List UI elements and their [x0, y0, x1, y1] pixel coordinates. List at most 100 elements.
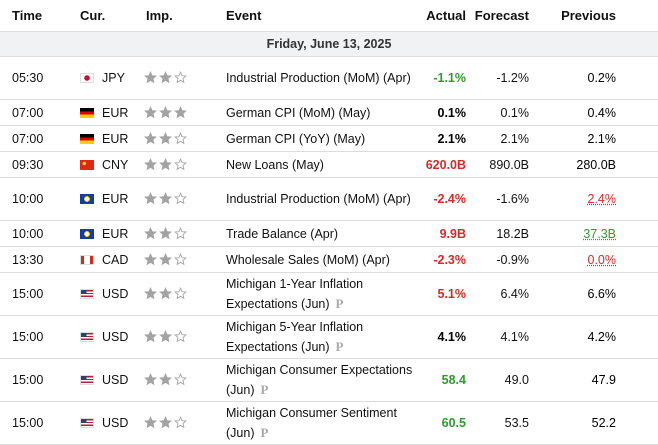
currency: JPY	[102, 71, 125, 85]
time: 15:00	[0, 401, 72, 445]
previous-cell: 4.2%	[537, 315, 622, 359]
previous: 4.2%	[587, 330, 617, 344]
currency-cell: EUR	[72, 220, 138, 247]
event-cell: Michigan 1-Year Inflation Expectations (…	[226, 272, 416, 316]
event: New Loans (May)	[226, 157, 324, 172]
actual: -2.3%	[416, 246, 470, 273]
actual: 60.5	[416, 401, 470, 445]
event-row: 10:00 EUR Trade Balance (Apr) 9.9B 18.2B 37.3…	[0, 220, 658, 247]
event-row: 13:30 CAD Wholesale Sales (MoM) (Apr) -2.3%…	[0, 246, 658, 273]
forecast: -1.2%	[470, 56, 537, 100]
previous-cell: 0.2%	[537, 56, 622, 100]
forecast: -0.9%	[470, 246, 537, 273]
event: Michigan 5-Year Inflation Expectations (…	[226, 320, 364, 354]
previous: 2.4%	[587, 192, 617, 206]
previous-cell: 52.2	[537, 401, 622, 445]
date-row: Friday, June 13, 2025	[0, 31, 658, 57]
date-label: Friday, June 13, 2025	[0, 31, 658, 57]
event-cell: Trade Balance (Apr)	[226, 220, 416, 247]
previous: 2.1%	[587, 131, 617, 146]
currency-cell: EUR	[72, 99, 138, 126]
preliminary-tag: P	[260, 425, 269, 440]
event-row: 07:00 EUR German CPI (YoY) (May) 2.1% 2.1% 2.…	[0, 125, 658, 152]
importance-cell	[138, 272, 226, 316]
previous: 37.3B	[583, 226, 616, 241]
event-row: 10:00 EUR Industrial Production (MoM) (Apr…	[0, 177, 658, 221]
time: 15:00	[0, 315, 72, 359]
time: 07:00	[0, 125, 72, 152]
previous-cell: 37.3B	[537, 220, 622, 247]
flag-icon	[80, 133, 94, 144]
currency: CNY	[102, 157, 129, 172]
previous-cell: 6.6%	[537, 272, 622, 316]
forecast: -1.6%	[470, 177, 537, 221]
previous-cell: 2.4%	[537, 177, 622, 221]
importance-cell	[138, 358, 226, 402]
spacer	[622, 177, 658, 221]
previous-cell: 0.0%	[537, 246, 622, 273]
time: 13:30	[0, 246, 72, 273]
spacer	[622, 220, 658, 247]
previous: 0.4%	[587, 105, 617, 120]
event: German CPI (YoY) (May)	[226, 131, 366, 146]
currency: CAD	[102, 252, 129, 267]
event-row: 15:00 USD Michigan 1-Year Inflation Expect…	[0, 272, 658, 316]
time: 10:00	[0, 220, 72, 247]
currency-cell: USD	[72, 272, 138, 316]
importance-cell	[138, 315, 226, 359]
flag-icon	[80, 289, 94, 299]
forecast: 2.1%	[470, 125, 537, 152]
currency-cell: EUR	[72, 125, 138, 152]
forecast: 18.2B	[470, 220, 537, 247]
preliminary-tag: P	[335, 296, 344, 311]
currency-cell: CAD	[72, 246, 138, 273]
forecast: 6.4%	[470, 272, 537, 316]
forecast: 890.0B	[470, 151, 537, 178]
importance-stars	[144, 131, 189, 146]
event-cell: Michigan 5-Year Inflation Expectations (…	[226, 315, 416, 359]
spacer	[622, 56, 658, 100]
event-row: 05:30 JPY Industrial Production (MoM) (Apr…	[0, 56, 658, 100]
event-cell: Industrial Production (MoM) (Apr)	[226, 177, 416, 221]
spacer	[622, 246, 658, 273]
importance-cell	[138, 99, 226, 126]
event-cell: German CPI (MoM) (May)	[226, 99, 416, 126]
spacer	[622, 99, 658, 126]
flag-icon	[80, 375, 94, 385]
event-row: 15:00 USD Michigan Consumer Sentiment (Jun…	[0, 401, 658, 445]
flag-icon	[80, 194, 94, 204]
event: Michigan Consumer Expectations (Jun)	[226, 363, 413, 397]
importance-stars	[144, 105, 189, 120]
previous: 47.9	[591, 373, 616, 387]
header-cell: Imp.	[138, 0, 226, 32]
spacer	[622, 272, 658, 316]
event: German CPI (MoM) (May)	[226, 105, 371, 120]
currency-cell: USD	[72, 401, 138, 445]
event-row: 07:00 EUR German CPI (MoM) (May) 0.1% 0.1% 0.…	[0, 99, 658, 126]
importance-cell	[138, 177, 226, 221]
previous: 0.0%	[587, 252, 617, 267]
actual: 58.4	[416, 358, 470, 402]
time: 10:00	[0, 177, 72, 221]
event: Industrial Production (MoM) (Apr)	[226, 192, 411, 206]
event-cell: Wholesale Sales (MoM) (Apr)	[226, 246, 416, 273]
event-row: 15:00 USD Michigan 5-Year Inflation Expect…	[0, 315, 658, 359]
currency: USD	[102, 330, 129, 344]
event: Wholesale Sales (MoM) (Apr)	[226, 252, 390, 267]
currency: EUR	[102, 192, 129, 206]
previous: 0.2%	[587, 71, 617, 85]
importance-stars	[144, 416, 189, 430]
importance-cell	[138, 401, 226, 445]
forecast: 53.5	[470, 401, 537, 445]
time: 15:00	[0, 358, 72, 402]
importance-stars	[144, 252, 189, 267]
previous: 6.6%	[587, 287, 617, 301]
time: 09:30	[0, 151, 72, 178]
flag-icon	[80, 254, 94, 265]
importance-stars	[144, 192, 189, 206]
event-cell: New Loans (May)	[226, 151, 416, 178]
currency-cell: EUR	[72, 177, 138, 221]
flag-icon	[80, 159, 94, 170]
flag-icon	[80, 107, 94, 118]
